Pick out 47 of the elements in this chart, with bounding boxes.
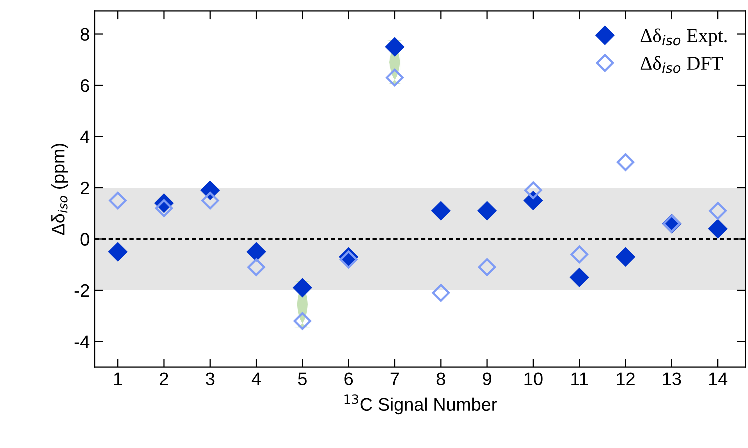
point bbox=[340, 250, 358, 269]
x-tick-label: 9 bbox=[483, 372, 492, 386]
x-tick-label: 10 bbox=[524, 372, 543, 386]
point bbox=[616, 248, 636, 267]
y-tick-label: 2 bbox=[81, 182, 90, 195]
point bbox=[247, 242, 266, 262]
x-tick-label: 5 bbox=[298, 372, 307, 386]
point bbox=[570, 246, 589, 264]
x-axis-title: $^{13}$C Signal Number bbox=[344, 394, 498, 415]
point bbox=[524, 182, 542, 200]
point bbox=[201, 192, 220, 210]
point bbox=[108, 242, 128, 262]
y-tick-label: -4 bbox=[74, 336, 90, 348]
y-tick-label: -2 bbox=[74, 284, 90, 298]
x-tick-label: 3 bbox=[206, 372, 215, 386]
point bbox=[293, 278, 312, 298]
point bbox=[570, 268, 590, 288]
point bbox=[248, 258, 266, 276]
point bbox=[294, 312, 312, 330]
y-tick-label: 0 bbox=[80, 233, 90, 246]
x-tick-label: 7 bbox=[390, 372, 400, 386]
y-tick-label: 6 bbox=[81, 79, 90, 92]
x-tick-label: 8 bbox=[436, 372, 446, 386]
y-tick-label: 8 bbox=[80, 28, 90, 41]
y-tick-label: 4 bbox=[80, 130, 90, 144]
y-axis-title: Δδ$_{iso}$ (ppm) bbox=[52, 144, 68, 236]
x-tick-label: 4 bbox=[252, 372, 262, 386]
legend-label: Δδ$_{iso}$ Expt. bbox=[640, 28, 727, 46]
point bbox=[109, 192, 127, 210]
legend-label: Δδ$_{iso}$ DFT bbox=[640, 56, 724, 74]
point bbox=[709, 202, 727, 220]
point bbox=[155, 200, 174, 218]
point bbox=[616, 153, 635, 172]
x-tick-label: 12 bbox=[617, 372, 635, 386]
point bbox=[386, 68, 404, 87]
x-tick-label: 11 bbox=[572, 372, 588, 386]
point bbox=[708, 219, 728, 239]
point bbox=[385, 38, 405, 57]
x-tick-label: 13 bbox=[663, 372, 682, 386]
point bbox=[478, 202, 497, 221]
point bbox=[478, 258, 496, 276]
point bbox=[432, 284, 450, 302]
x-tick-label: 6 bbox=[344, 372, 354, 386]
x-tick-label: 2 bbox=[160, 372, 168, 386]
x-tick-label: 1 bbox=[114, 372, 122, 386]
x-tick-label: 14 bbox=[709, 372, 728, 386]
point bbox=[432, 202, 451, 221]
